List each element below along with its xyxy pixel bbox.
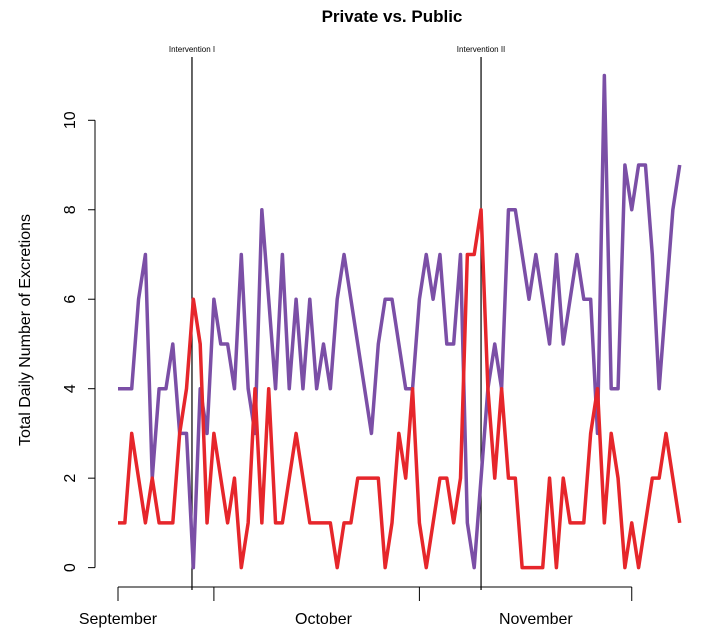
x-tick-label: October bbox=[295, 611, 353, 628]
series-line bbox=[118, 73, 682, 570]
y-axis-label: Total Daily Number of Excretions bbox=[17, 214, 34, 446]
x-tick-label: November bbox=[499, 611, 573, 628]
y-tick-label: 6 bbox=[62, 295, 79, 304]
y-tick-label: 0 bbox=[62, 563, 79, 572]
y-tick-label: 4 bbox=[62, 384, 79, 393]
x-tick-label: September bbox=[79, 611, 158, 628]
annotation: Intervention I bbox=[169, 45, 215, 54]
chart-title: Private vs. Public bbox=[322, 7, 463, 26]
y-tick-label: 10 bbox=[62, 111, 79, 129]
y-tick-label: 8 bbox=[62, 205, 79, 214]
series-line bbox=[118, 208, 682, 570]
y-tick-label: 2 bbox=[62, 474, 79, 483]
annotation: Intervention II bbox=[457, 45, 505, 54]
